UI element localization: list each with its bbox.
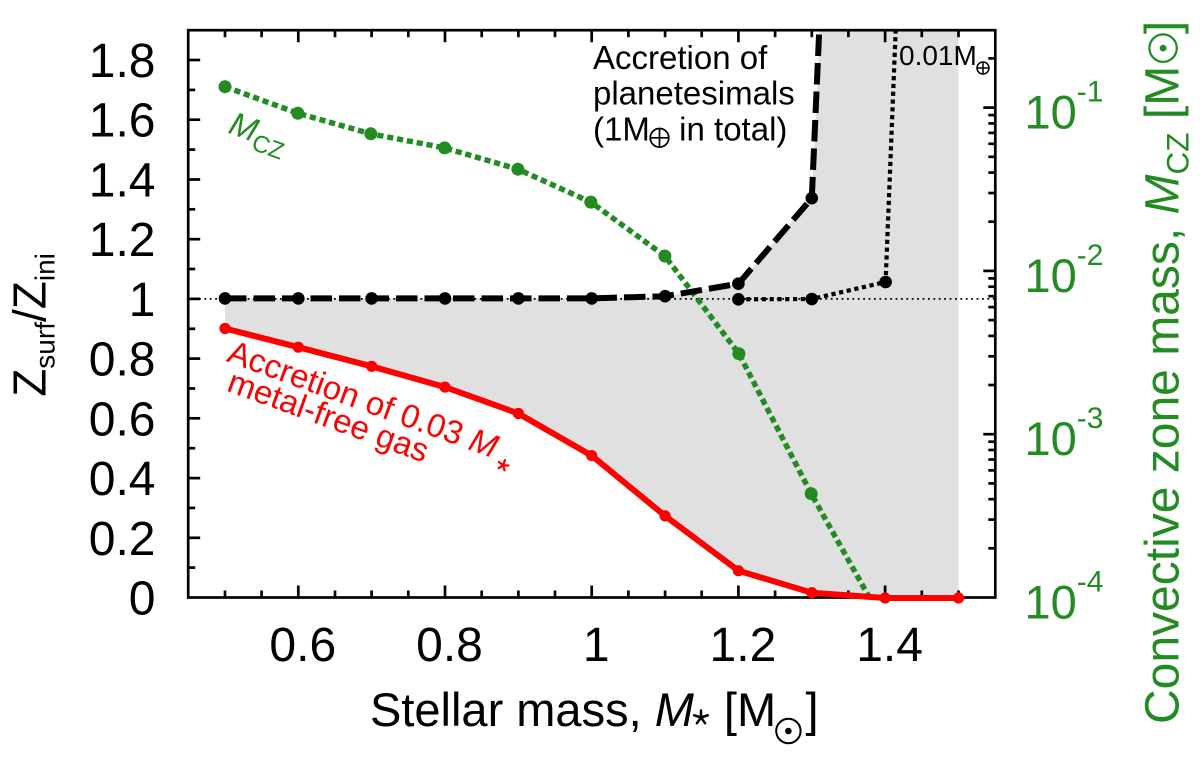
svg-text:1.2: 1.2: [710, 619, 777, 672]
svg-text:]: ]: [806, 683, 819, 736]
svg-text:0.8: 0.8: [89, 334, 156, 387]
svg-text:(1M: (1M: [593, 110, 650, 147]
svg-text:1.4: 1.4: [89, 155, 156, 208]
svg-text:0.6: 0.6: [269, 619, 336, 672]
svg-text:0.2: 0.2: [89, 513, 156, 566]
svg-text:1: 1: [129, 274, 156, 327]
svg-text:]: ]: [1137, 21, 1190, 34]
svg-text:10-3: 10-3: [1025, 402, 1104, 465]
svg-text:Stellar mass, M: Stellar mass, M: [370, 683, 695, 736]
svg-text:1.6: 1.6: [89, 95, 156, 148]
svg-text:Accretion of: Accretion of: [593, 39, 768, 76]
svg-text:[M: [M: [724, 683, 776, 736]
svg-text:1.2: 1.2: [89, 214, 156, 267]
svg-text:0.6: 0.6: [89, 393, 156, 446]
svg-text:planetesimals: planetesimals: [593, 75, 795, 112]
svg-text:in total): in total): [670, 110, 787, 147]
svg-text:1.4: 1.4: [856, 619, 923, 672]
svg-text:0: 0: [129, 573, 156, 626]
svg-text:10-1: 10-1: [1025, 76, 1104, 139]
svg-text:0.01M: 0.01M: [899, 40, 977, 71]
svg-text:0.4: 0.4: [89, 453, 156, 506]
svg-text:1: 1: [583, 619, 610, 672]
svg-text:1.8: 1.8: [89, 35, 156, 88]
svg-text:Convective zone mass, MCZ [M: Convective zone mass, MCZ [M: [1137, 66, 1196, 724]
svg-text:0.8: 0.8: [416, 619, 483, 672]
